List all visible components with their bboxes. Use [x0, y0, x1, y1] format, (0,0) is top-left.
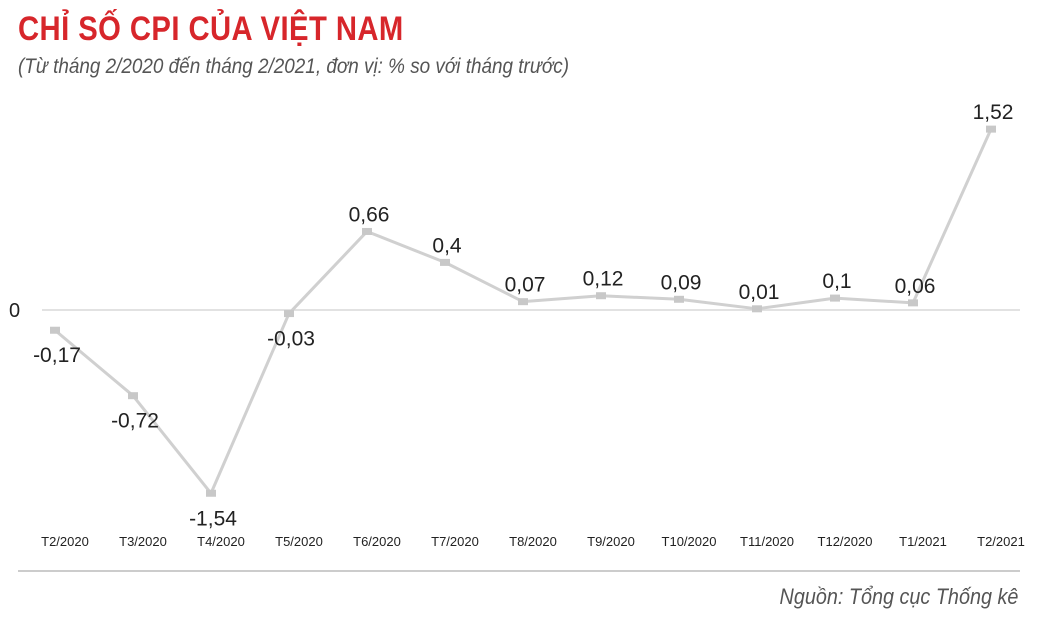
data-label: 0,4 [432, 234, 462, 257]
data-point-marker [596, 292, 606, 300]
data-label: 0,07 [505, 274, 546, 297]
source-note: Nguồn: Tổng cục Thống kê [779, 584, 1018, 609]
data-label: -0,03 [267, 328, 315, 351]
x-tick-label: T8/2020 [509, 534, 557, 549]
x-tick-label: T3/2020 [119, 534, 167, 549]
data-point-marker [752, 305, 762, 313]
data-point-marker [518, 298, 528, 306]
data-point-marker [674, 295, 684, 303]
data-label: 0,06 [895, 275, 936, 298]
data-point-marker [50, 326, 60, 334]
data-label: 0,66 [349, 203, 390, 226]
data-label: -1,54 [189, 507, 237, 530]
data-label-group: -0,17 -0,72 -1,54 -0,03 0,66 0,4 0,07 0,12 0,09 0… [33, 101, 1013, 530]
data-label: -0,17 [33, 344, 81, 367]
data-point-marker [206, 489, 216, 497]
chart-subtitle: (Từ tháng 2/2020 đến tháng 2/2021, đơn v… [18, 55, 570, 78]
x-tick-label: T6/2020 [353, 534, 401, 549]
data-point-marker [128, 392, 138, 400]
data-label: 0,1 [822, 270, 851, 293]
x-tick-label: T4/2020 [197, 534, 245, 549]
data-label: 1,52 [973, 101, 1014, 124]
x-tick-label: T10/2020 [662, 534, 717, 549]
x-tick-label: T2/2020 [41, 534, 89, 549]
footer-divider [18, 570, 1020, 572]
data-label: 0,01 [739, 281, 780, 304]
x-tick-label: T2/2021 [977, 534, 1025, 549]
marker-group [50, 125, 996, 497]
chart-title: CHỈ SỐ CPI CỦA VIỆT NAM [18, 10, 404, 48]
data-label: 0,09 [661, 271, 702, 294]
zero-label: 0 [9, 300, 20, 322]
x-tick-group: T2/2020 T3/2020 T4/2020 T5/2020 T6/2020 T7/20… [41, 534, 1025, 549]
cpi-series-line [54, 128, 993, 495]
data-point-marker [362, 227, 372, 235]
data-point-marker [284, 310, 294, 318]
x-tick-label: T1/2021 [899, 534, 947, 549]
data-point-marker [440, 258, 450, 266]
x-tick-label: T12/2020 [818, 534, 873, 549]
x-tick-label: T7/2020 [431, 534, 479, 549]
baseline-group: 0 [9, 300, 1020, 322]
data-point-marker [908, 299, 918, 307]
series-line-group [54, 128, 993, 495]
x-tick-label: T11/2020 [740, 534, 794, 549]
data-point-marker [830, 294, 840, 302]
data-label: 0,12 [583, 268, 624, 291]
data-label: -0,72 [111, 410, 159, 433]
x-tick-label: T9/2020 [587, 534, 635, 549]
x-tick-label: T5/2020 [275, 534, 323, 549]
data-point-marker [986, 125, 996, 133]
